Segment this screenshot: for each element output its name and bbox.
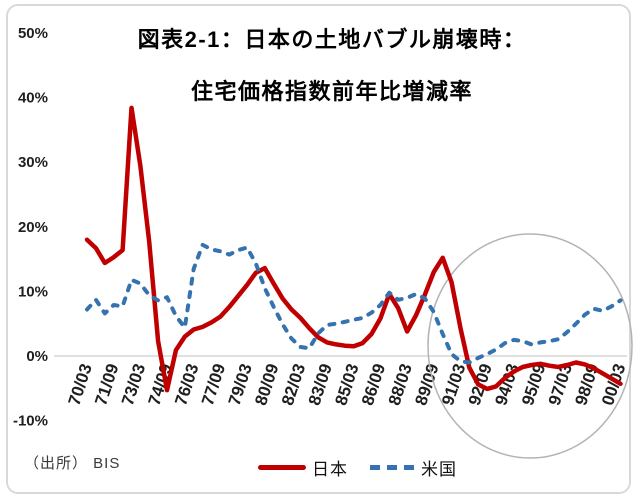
y-tick-label: 20% [18,219,48,236]
japan-line [84,105,623,393]
highlight-circle [427,233,633,459]
y-tick-label: 40% [18,90,48,107]
us-legend-marker [370,464,415,470]
japan-legend-label: 日本 [312,459,348,479]
y-tick-label: 50% [18,25,48,42]
y-tick-label: 10% [18,283,48,300]
x-axis-labels: 70/0371/0973/0374/0976/0377/0979/0380/09… [65,361,630,407]
us-legend-label: 米国 [421,459,457,479]
chart-title-line2: 住宅価格指数前年比増減率 [190,79,473,104]
y-tick-label: 0% [26,348,48,365]
y-tick-label: -10% [13,413,48,430]
us-line [85,242,623,365]
chart-title-line1: 図表2-1：日本の土地バブル崩壊時： [137,27,527,52]
y-axis-labels: 50% 40% 30% 20% 10% 0% -10% [13,25,48,430]
legend: 日本 米国 [258,455,457,479]
chart-title: 図表2-1：日本の土地バブル崩壊時： 住宅価格指数前年比増減率 [22,14,641,118]
y-tick-label: 30% [18,154,48,171]
source-note: （出所） BIS [24,455,121,472]
japan-legend-marker [258,464,306,470]
x-tick-label: 00/03 [598,361,629,407]
